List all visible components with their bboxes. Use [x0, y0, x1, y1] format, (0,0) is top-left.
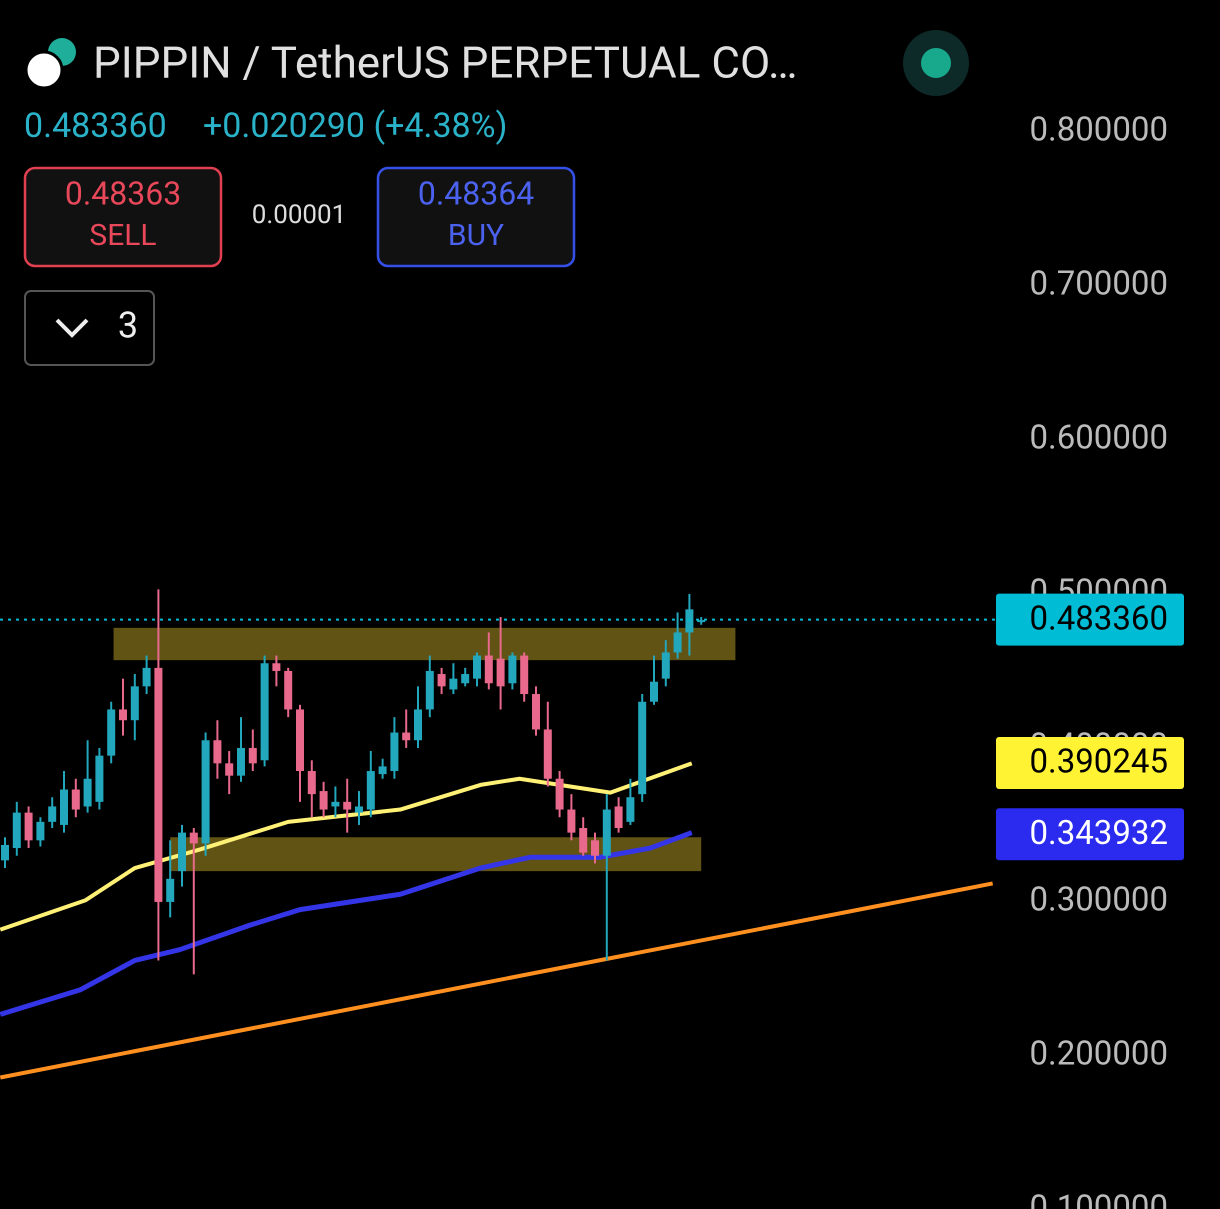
- sell-price: 0.48363: [65, 174, 181, 212]
- candle-body: [60, 789, 68, 825]
- candle-body: [638, 701, 647, 795]
- candle-body: [319, 791, 328, 810]
- candle-body: [1, 844, 9, 861]
- candle-body: [378, 766, 387, 775]
- candle-body: [414, 709, 422, 741]
- candle-body: [119, 709, 127, 721]
- candle-body: [166, 878, 175, 902]
- candle-body: [248, 747, 257, 764]
- candle-body: [154, 667, 163, 902]
- candle-body: [107, 709, 116, 756]
- candle-body: [508, 655, 517, 684]
- candle-body: [579, 828, 588, 853]
- candle-body: [24, 812, 33, 841]
- title: PIPPIN / TetherUS PERPETUAL CO…: [93, 37, 797, 89]
- price-badge: [996, 808, 1184, 861]
- candle-body: [591, 840, 599, 856]
- ma-line: [0, 830, 693, 1017]
- price-badge-label: 0.483360: [1029, 599, 1168, 638]
- logo: [24, 50, 64, 90]
- candle-body: [473, 655, 481, 679]
- candle-body: [12, 812, 21, 849]
- candle-body: [95, 755, 104, 802]
- last-price: 0.483360: [24, 106, 167, 146]
- candle-body: [661, 652, 670, 679]
- candle-body: [449, 678, 458, 690]
- buy-price: 0.48364: [418, 174, 534, 212]
- candle-body: [614, 806, 623, 829]
- ma-line: [0, 761, 693, 932]
- candle-body: [673, 632, 682, 653]
- chevron: [55, 318, 89, 338]
- candle-body: [650, 681, 658, 702]
- price-badge: [996, 593, 1184, 646]
- candle-body: [213, 740, 222, 764]
- zone: [113, 627, 736, 661]
- candle-body: [484, 655, 493, 684]
- candle-body: [296, 709, 304, 772]
- candle-body: [178, 832, 186, 872]
- ma-line: [0, 881, 994, 1080]
- price-badge-label: 0.390245: [1029, 743, 1168, 782]
- candle-body: [284, 670, 293, 710]
- sell-label: SELL: [89, 218, 156, 253]
- dropdown-count: 3: [118, 305, 138, 347]
- candle-body: [343, 801, 352, 810]
- y-tick-label: 0.700000: [1029, 265, 1168, 304]
- plot: 0.1000000.2000000.3000000.4000000.500000…: [0, 111, 1184, 1209]
- sell-button[interactable]: [23, 166, 223, 268]
- y-tick-label: 0.600000: [1029, 419, 1168, 458]
- candle-body: [71, 789, 80, 810]
- candle-body: [461, 674, 470, 684]
- price-badge: [996, 736, 1184, 789]
- buy-label: BUY: [448, 218, 504, 253]
- candle-body: [555, 778, 564, 810]
- candle-body: [130, 686, 139, 721]
- candle-body: [189, 832, 198, 844]
- y-tick-label: 0.300000: [1029, 881, 1168, 920]
- price-change: +0.020290 (+4.38%): [203, 106, 507, 146]
- candle-body: [567, 809, 576, 833]
- candle-body: [260, 663, 269, 761]
- candle-body: [602, 809, 611, 856]
- y-tick-label: 0.200000: [1029, 1035, 1168, 1074]
- candle-body: [201, 740, 210, 844]
- candle-body: [402, 732, 411, 741]
- y-tick-label: 0.800000: [1029, 111, 1168, 150]
- candle-body: [366, 771, 375, 810]
- status-dot: [921, 48, 951, 78]
- candle-body: [685, 609, 694, 633]
- candle-body: [355, 806, 363, 813]
- candle-body: [237, 747, 245, 776]
- candle-body: [390, 732, 399, 772]
- candle-body: [520, 655, 529, 695]
- candle-body: [83, 778, 92, 807]
- candle-body: [272, 663, 281, 671]
- candle-body: [48, 806, 57, 822]
- candle-body: [532, 694, 540, 730]
- candle-body: [437, 674, 446, 687]
- candle-body: [142, 667, 151, 687]
- candle-body: [425, 670, 434, 710]
- candle-body: [496, 658, 505, 687]
- candle-body: [626, 797, 635, 822]
- y-tick-label: 0.100000: [1029, 1189, 1168, 1209]
- candle-body: [697, 620, 706, 623]
- candle-body: [307, 771, 316, 795]
- dropdown[interactable]: [24, 290, 155, 366]
- candle-body: [331, 801, 340, 807]
- candle-body: [36, 821, 45, 841]
- candle-body: [225, 763, 234, 776]
- buy-button[interactable]: [376, 166, 576, 268]
- spread: 0.00001: [252, 200, 347, 230]
- candle-body: [543, 729, 552, 779]
- price-badge-label: 0.343932: [1029, 814, 1168, 853]
- header: PIPPIN / TetherUS PERPETUAL CO… 0.483360…: [23, 30, 969, 366]
